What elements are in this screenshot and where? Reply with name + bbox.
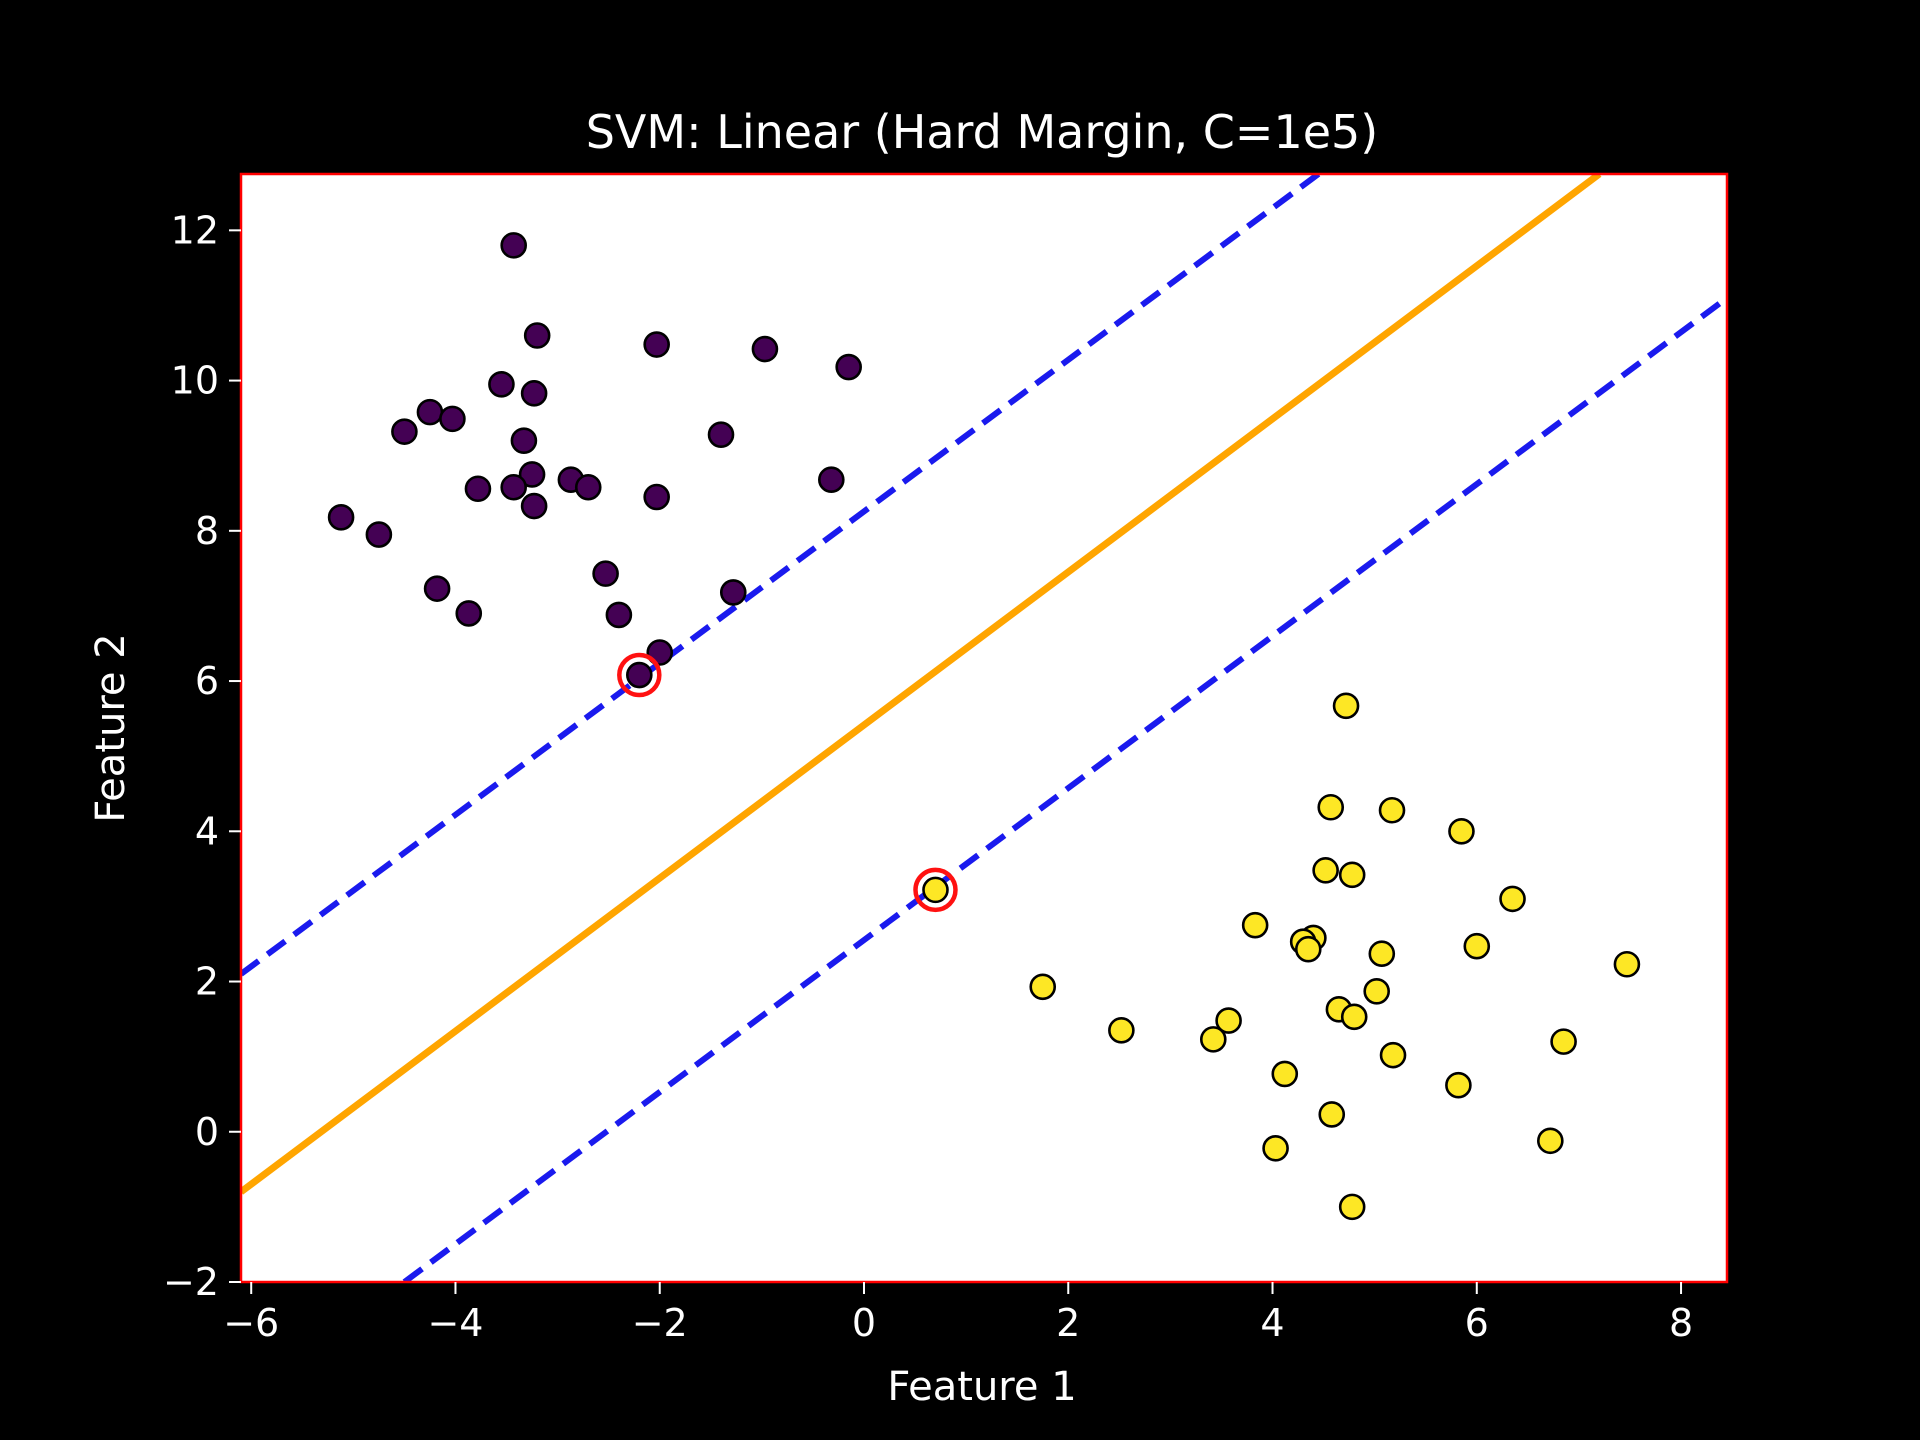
data-point-class-1 xyxy=(1215,1007,1242,1034)
data-point-class-1 xyxy=(1448,817,1475,845)
y-tick-label: 10 xyxy=(171,359,219,403)
support-vector-ring xyxy=(913,867,958,913)
chart-title: SVM: Linear (Hard Margin, C=1e5) xyxy=(586,105,1379,159)
data-point-class-1 xyxy=(1537,1127,1564,1155)
data-point-class-0 xyxy=(751,335,779,363)
data-point-class-1 xyxy=(1363,977,1390,1005)
data-point-class-0 xyxy=(574,473,602,501)
data-point-class-1 xyxy=(1271,1060,1299,1088)
data-point-class-1 xyxy=(1379,1041,1407,1069)
y-tick-label: 4 xyxy=(195,809,219,853)
data-point-class-1 xyxy=(1332,692,1360,720)
y-axis-ticks: −2 0 2 4 6 8 10 12 xyxy=(163,208,241,1304)
data-point-class-0 xyxy=(455,600,483,627)
margin-line-1 xyxy=(241,174,1321,977)
margin-line-2 xyxy=(402,295,1727,1282)
y-axis-label: Feature 2 xyxy=(88,633,134,822)
x-tick-label: −2 xyxy=(632,1301,688,1345)
data-point-class-0 xyxy=(605,601,633,629)
data-point-class-1 xyxy=(1029,973,1057,1001)
y-tick-label: 0 xyxy=(195,1110,219,1154)
data-point-class-1 xyxy=(1338,861,1366,889)
y-tick-label: −2 xyxy=(163,1260,219,1304)
data-point-class-1 xyxy=(1550,1028,1577,1055)
data-point-class-1 xyxy=(1241,911,1269,939)
points-layer xyxy=(327,232,1641,1221)
data-point-class-0 xyxy=(488,371,515,398)
y-tick-label: 8 xyxy=(195,509,219,553)
x-tick-label: 4 xyxy=(1260,1301,1284,1345)
data-point-class-0 xyxy=(643,483,670,511)
data-point-class-0 xyxy=(835,353,862,381)
x-tick-label: −6 xyxy=(223,1301,279,1345)
data-point-class-1 xyxy=(1312,857,1339,884)
data-point-class-1 xyxy=(1499,885,1526,913)
y-tick-label: 2 xyxy=(195,960,219,1004)
plot-frame xyxy=(239,172,1729,1284)
data-point-class-1 xyxy=(1318,1101,1346,1128)
x-tick-label: 0 xyxy=(852,1301,876,1345)
data-point-class-0 xyxy=(500,232,527,259)
data-point-class-0 xyxy=(520,380,548,407)
y-tick-label: 6 xyxy=(195,659,219,703)
data-point-class-0 xyxy=(464,475,492,503)
data-point-class-0 xyxy=(523,322,551,349)
support-vectors-layer xyxy=(617,652,958,913)
data-point-class-1 xyxy=(1445,1071,1472,1099)
decision-boundary-line xyxy=(241,174,1602,1195)
plot-area xyxy=(241,174,1727,1282)
data-point-class-1 xyxy=(1368,940,1396,968)
data-point-class-0 xyxy=(719,579,747,606)
data-point-class-0 xyxy=(391,418,418,445)
lines-layer xyxy=(241,174,1727,1282)
data-point-class-0 xyxy=(518,461,546,488)
x-tick-label: 8 xyxy=(1669,1301,1693,1345)
x-axis-label: Feature 1 xyxy=(887,1364,1076,1410)
data-point-class-1 xyxy=(1108,1017,1135,1044)
data-point-class-1 xyxy=(922,876,949,904)
data-point-class-0 xyxy=(818,466,845,494)
data-point-class-1 xyxy=(1613,950,1641,978)
data-point-class-1 xyxy=(1340,1003,1368,1031)
support-vector-ring xyxy=(617,652,662,698)
data-point-class-0 xyxy=(423,575,451,602)
data-point-class-0 xyxy=(626,661,653,689)
data-point-class-1 xyxy=(1294,935,1322,963)
data-point-class-0 xyxy=(416,398,444,426)
x-tick-label: 6 xyxy=(1465,1301,1489,1345)
data-point-class-0 xyxy=(327,503,355,531)
y-tick-label: 12 xyxy=(171,208,219,252)
data-point-class-1 xyxy=(1463,932,1491,960)
data-point-class-0 xyxy=(520,492,548,520)
data-point-class-1 xyxy=(1262,1134,1289,1162)
data-point-class-0 xyxy=(707,421,735,448)
data-point-class-0 xyxy=(643,331,670,358)
x-tick-label: 2 xyxy=(1056,1301,1080,1345)
data-point-class-1 xyxy=(1199,1026,1227,1053)
data-point-class-0 xyxy=(500,473,527,501)
x-axis-ticks: −6 −4 −2 0 2 4 6 8 xyxy=(223,1282,1693,1345)
data-point-class-0 xyxy=(592,560,619,587)
data-point-class-1 xyxy=(1317,793,1345,821)
data-point-class-0 xyxy=(439,405,466,433)
x-tick-label: −4 xyxy=(427,1301,483,1345)
data-point-class-1 xyxy=(1378,796,1406,824)
data-point-class-0 xyxy=(365,521,393,548)
data-point-class-1 xyxy=(1338,1193,1366,1221)
data-point-class-0 xyxy=(510,427,538,454)
